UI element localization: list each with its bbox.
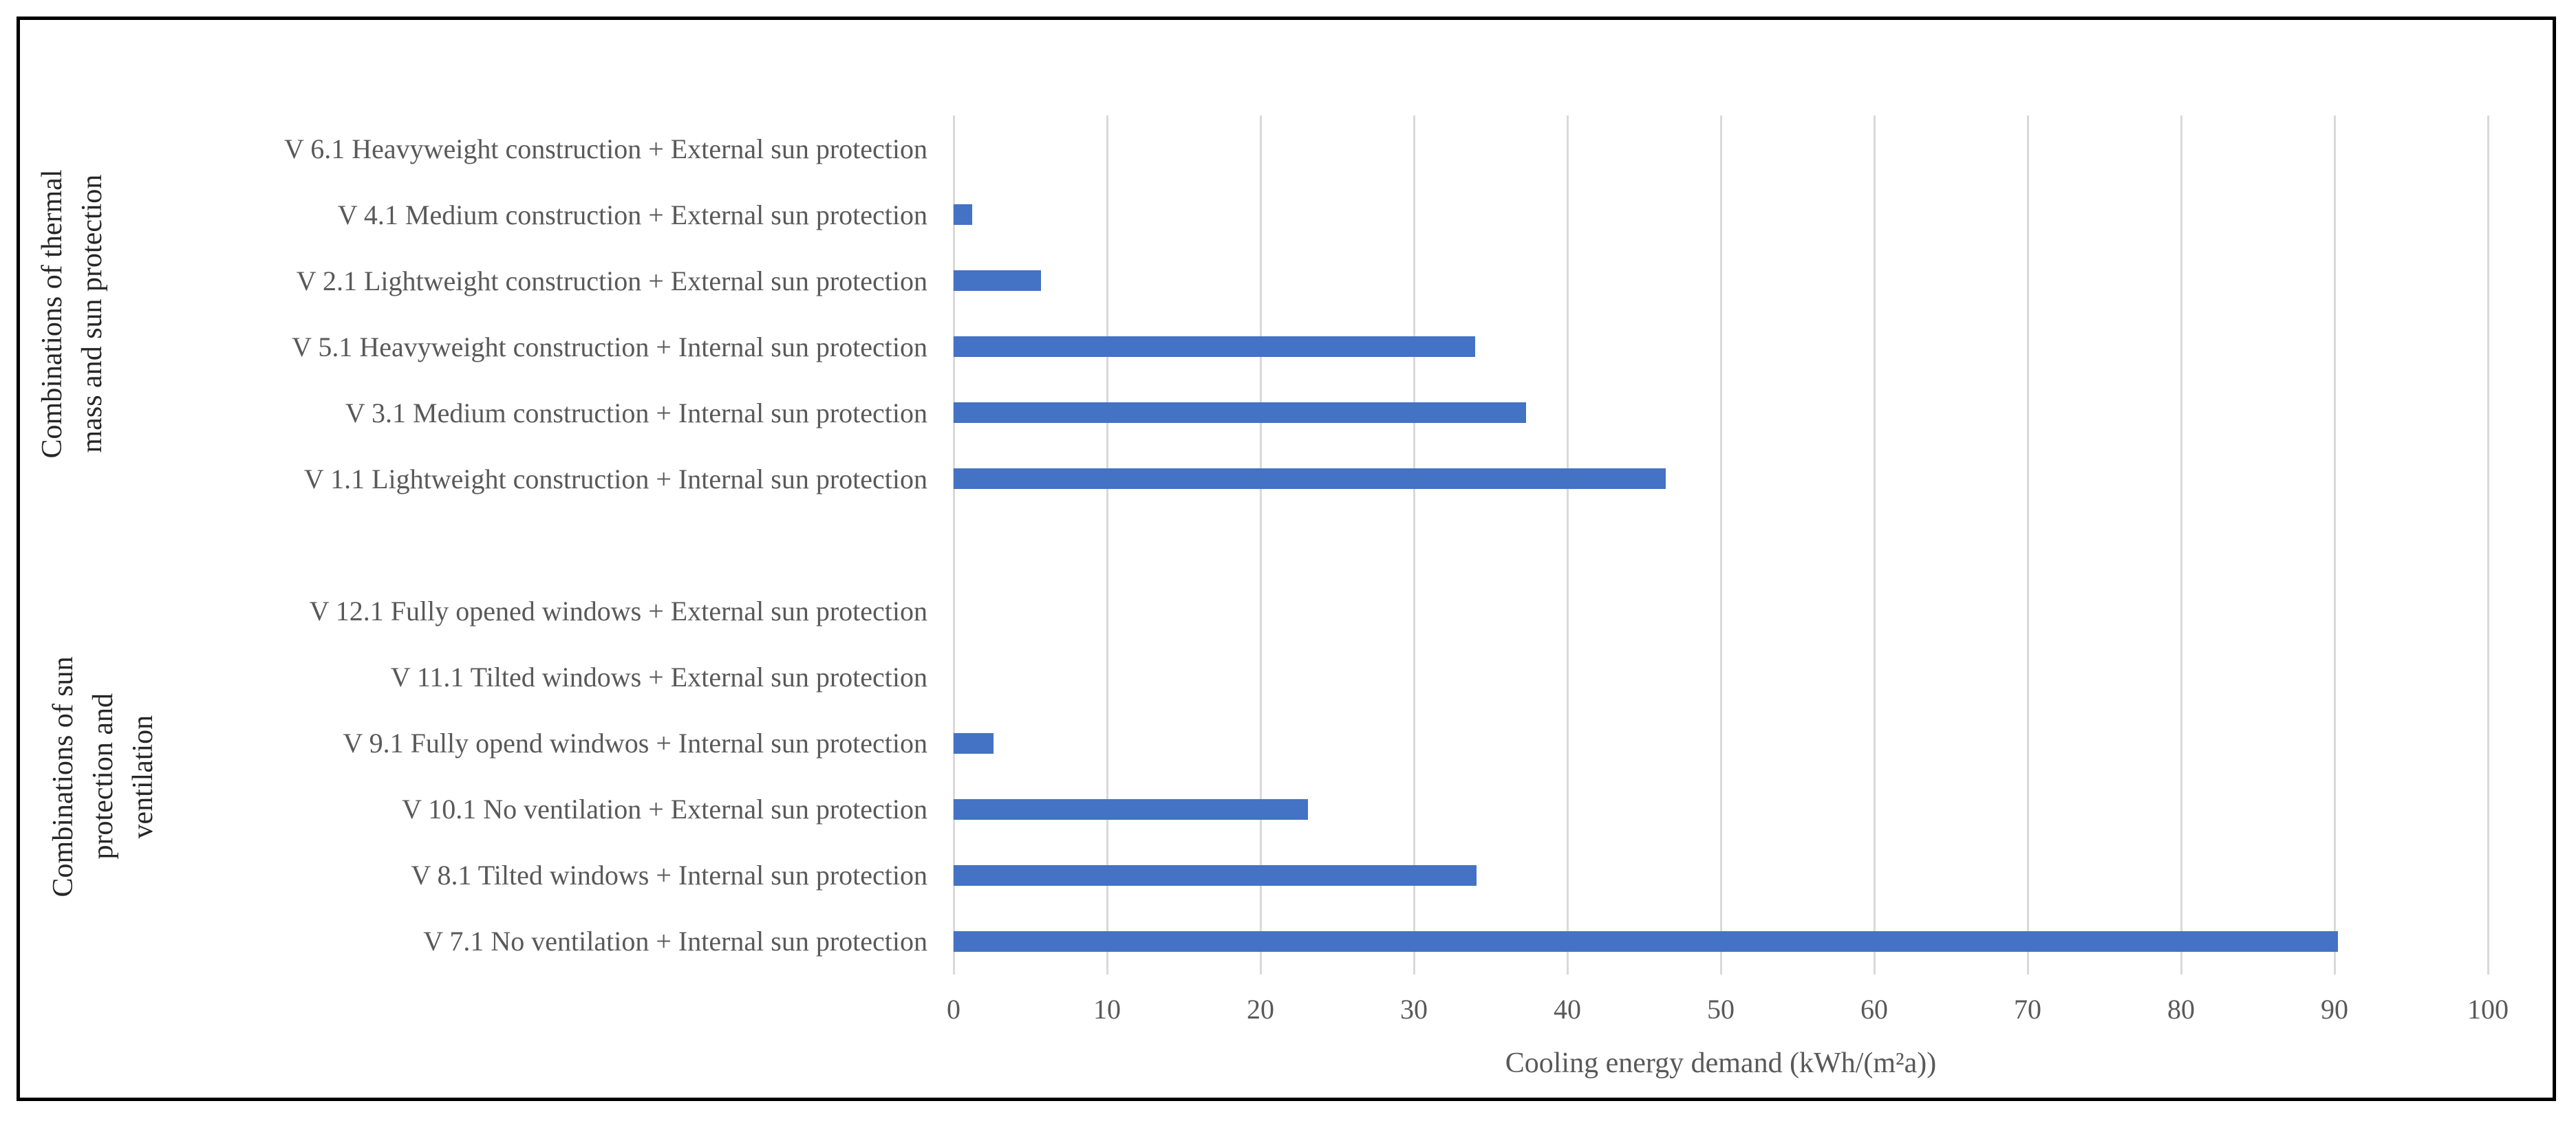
bar-cell — [954, 116, 2576, 182]
x-tick-label: 30 — [1400, 994, 1428, 1025]
category-row: V 12.1 Fully opened windows + External s… — [0, 578, 2576, 644]
value-bar — [954, 732, 994, 754]
x-tick-label: 10 — [1093, 994, 1121, 1025]
bar-cell — [954, 842, 2576, 908]
bar-cell — [954, 776, 2576, 842]
gridline — [1259, 116, 1262, 975]
bar-cell — [954, 314, 2576, 380]
x-tick-label: 50 — [1707, 994, 1735, 1025]
group-label-line: Combinations of sun — [47, 655, 79, 897]
category-label: V 4.1 Medium construction + External sun… — [337, 199, 927, 230]
category-row: V 4.1 Medium construction + External sun… — [0, 182, 2576, 248]
category-label: V 11.1 Tilted windows + External sun pro… — [390, 662, 927, 693]
bar-cell — [954, 710, 2576, 776]
category-label: V 10.1 No ventilation + External sun pro… — [402, 794, 927, 825]
bar-cell — [954, 446, 2576, 512]
gridline — [2487, 116, 2489, 975]
x-tick-label: 100 — [2467, 994, 2509, 1025]
category-label: V 9.1 Fully opend windwos + Internal sun… — [343, 728, 927, 759]
category-label: V 8.1 Tilted windows + Internal sun prot… — [411, 860, 927, 891]
bar-cell — [954, 380, 2576, 446]
value-bar — [954, 402, 1526, 424]
x-tick-label: 80 — [2167, 994, 2195, 1025]
value-bar — [954, 798, 1309, 820]
value-bar — [954, 336, 1476, 358]
gridline — [1873, 116, 1876, 975]
gridline — [1106, 116, 1108, 975]
x-tick-label: 70 — [2014, 994, 2041, 1025]
category-row: V 3.1 Medium construction + Internal sun… — [0, 380, 2576, 446]
group-label-sun-ventilation: Combinations of sun protection and ventila… — [44, 578, 164, 975]
bar-cell — [954, 578, 2576, 644]
value-bar — [954, 204, 972, 226]
bar-cell — [954, 644, 2576, 710]
x-tick-label: 90 — [2321, 994, 2348, 1025]
category-row: V 11.1 Tilted windows + External sun pro… — [0, 644, 2576, 710]
group-label-line: protection and — [87, 693, 119, 860]
category-label: V 5.1 Heavyweight construction + Interna… — [292, 331, 927, 362]
gridline — [952, 116, 955, 975]
gridline — [1566, 116, 1569, 975]
bar-cell — [954, 248, 2576, 314]
value-bar — [954, 270, 1042, 292]
category-label: V 12.1 Fully opened windows + External s… — [309, 596, 927, 627]
x-tick-label: 60 — [1860, 994, 1888, 1025]
category-row: V 10.1 No ventilation + External sun pro… — [0, 776, 2576, 842]
category-row: V 1.1 Lightweight construction + Interna… — [0, 446, 2576, 512]
x-tick-label: 40 — [1554, 994, 1581, 1025]
bar-rows-layer: V 6.1 Heavyweight construction + Externa… — [0, 116, 2576, 975]
category-row: V 5.1 Heavyweight construction + Interna… — [0, 314, 2576, 380]
category-row: V 6.1 Heavyweight construction + Externa… — [0, 116, 2576, 182]
category-label: V 3.1 Medium construction + Internal sun… — [345, 397, 927, 428]
value-bar — [954, 468, 1666, 490]
gridline — [2180, 116, 2182, 975]
category-row: V 7.1 No ventilation + Internal sun prot… — [0, 908, 2576, 975]
gridline — [2026, 116, 2029, 975]
group-label-line: ventilation — [127, 714, 159, 838]
category-label: V 7.1 No ventilation + Internal sun prot… — [423, 926, 927, 957]
gridline — [2333, 116, 2336, 975]
category-label: V 6.1 Heavyweight construction + Externa… — [284, 133, 927, 164]
category-row: V 9.1 Fully opend windwos + Internal sun… — [0, 710, 2576, 776]
value-bar — [954, 930, 2338, 952]
group-label-line: mass and sun protection — [76, 174, 108, 453]
category-label: V 1.1 Lightweight construction + Interna… — [303, 463, 927, 494]
value-bar — [954, 864, 1477, 886]
x-tick-label: 20 — [1247, 994, 1274, 1025]
group-label-thermal-mass: Combinations of thermal mass and sun prot… — [33, 116, 113, 512]
x-tick-label: 0 — [947, 994, 960, 1025]
group-label-line: Combinations of thermal — [36, 169, 68, 459]
gridline — [1719, 116, 1722, 975]
gridline — [1413, 116, 1415, 975]
category-row: V 2.1 Lightweight construction + Externa… — [0, 248, 2576, 314]
chart-frame — [17, 17, 2556, 1101]
bar-cell — [954, 182, 2576, 248]
group-spacer — [0, 512, 2576, 578]
bar-cell — [954, 908, 2576, 975]
x-axis-title: Cooling energy demand (kWh/(m²a)) — [1505, 1047, 1937, 1079]
category-row: V 8.1 Tilted windows + Internal sun prot… — [0, 842, 2576, 908]
category-label: V 2.1 Lightweight construction + Externa… — [296, 265, 927, 296]
